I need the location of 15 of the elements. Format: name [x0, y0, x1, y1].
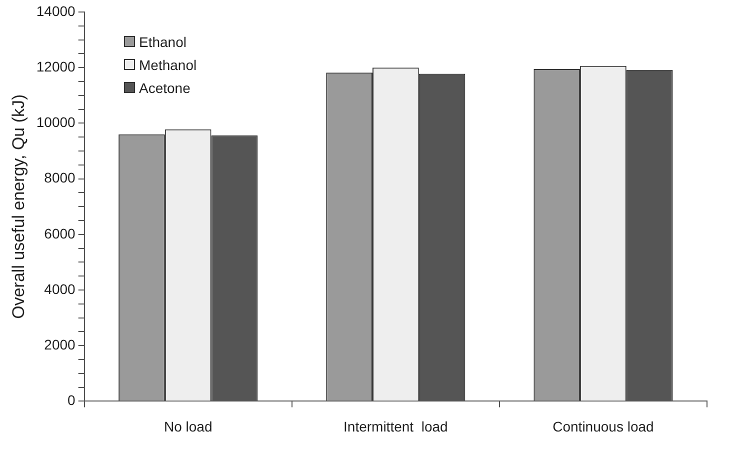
y-tick-label: 8000	[44, 170, 76, 186]
y-tick-label: 12000	[36, 58, 76, 74]
y-tick-label: 14000	[36, 2, 76, 19]
y-tick-label: 6000	[44, 225, 76, 242]
x-tick-label: No load	[164, 418, 212, 434]
legend-label: Methanol	[139, 56, 197, 72]
y-axis-title: Overall useful energy, Qu (kJ)	[8, 94, 28, 319]
legend-label: Acetone	[139, 80, 190, 96]
y-tick-label: 4000	[44, 280, 76, 297]
y-tick-label: 10000	[36, 114, 76, 130]
y-tick-label: 2000	[44, 336, 76, 352]
y-tick-label: 0	[68, 392, 76, 408]
x-tick-label: Intermittent load	[344, 418, 448, 434]
x-tick-label: Continuous load	[552, 418, 654, 434]
legend-label: Ethanol	[139, 34, 186, 50]
